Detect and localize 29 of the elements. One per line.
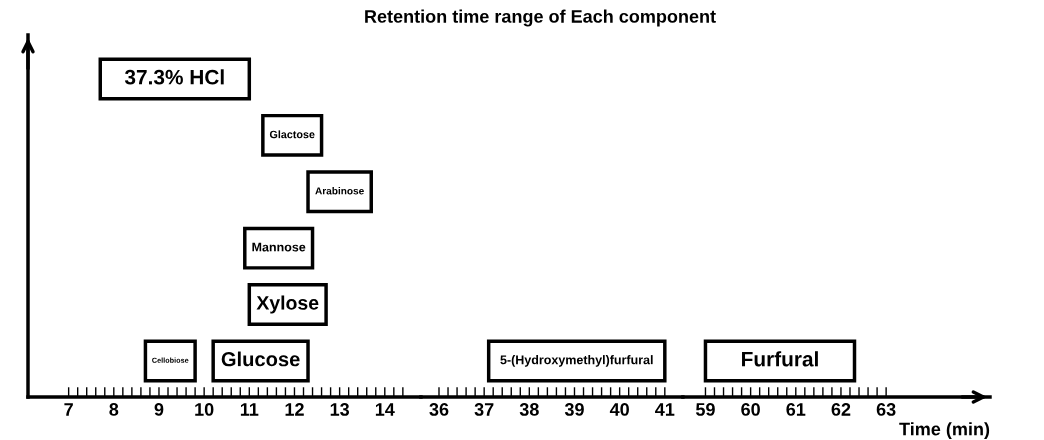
x-tick-label: 37: [474, 403, 494, 416]
x-tick-label: 14: [375, 403, 395, 416]
chart-title: Retention time range of Each component: [365, 9, 716, 27]
x-tick-label: 8: [109, 403, 119, 416]
x-tick-label: 63: [876, 403, 896, 416]
x-tick-label: 59: [695, 403, 715, 416]
x-tick-label: 38: [519, 403, 539, 416]
series-label: Glactose: [269, 130, 315, 139]
x-tick-label: 36: [429, 403, 449, 416]
x-tick-label: 61: [786, 403, 806, 416]
x-tick-label: 11: [240, 403, 259, 416]
x-tick-label: 41: [655, 403, 675, 416]
series-label: 5-(Hydroxymethyl)furfural: [500, 355, 653, 367]
x-tick-label: 13: [330, 403, 350, 416]
x-tick-label: 9: [154, 403, 164, 416]
x-tick-label: 39: [564, 403, 584, 416]
series-label: Glucose: [221, 351, 300, 367]
x-tick-label: 40: [609, 403, 629, 416]
x-tick-label: 7: [64, 403, 73, 416]
series-label: 37.3% HCl: [124, 69, 224, 85]
x-tick-label: 60: [741, 403, 760, 416]
series-label: Xylose: [256, 295, 319, 314]
x-tick-label: 12: [285, 403, 304, 416]
series-label: Arabinose: [315, 187, 364, 195]
x-tick-label: 10: [195, 403, 214, 416]
series-label: Mannose: [252, 242, 306, 252]
x-axis-title: Time (min): [899, 422, 990, 439]
x-tick-label: 62: [831, 403, 851, 416]
series-label: Furfural: [742, 351, 818, 367]
